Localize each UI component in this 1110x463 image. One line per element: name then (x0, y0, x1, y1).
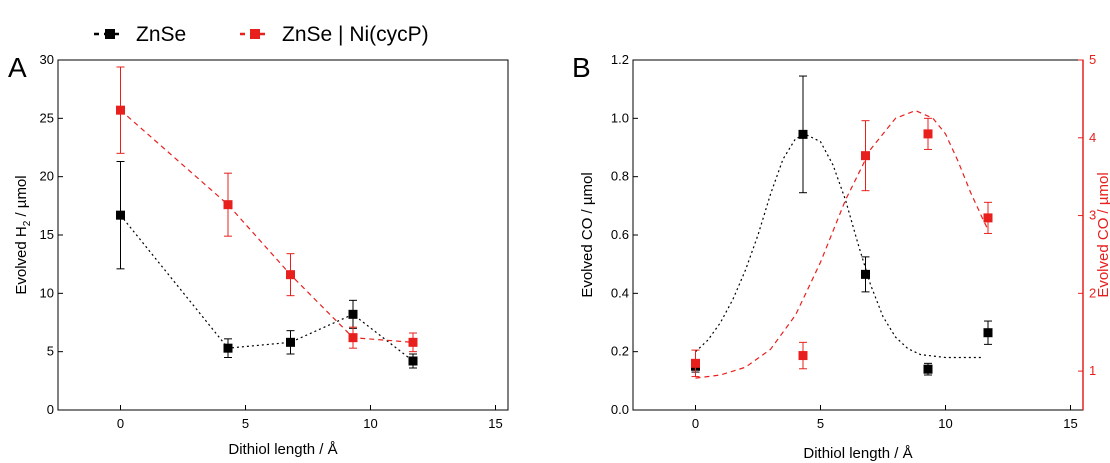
data-point-b0-2 (861, 269, 870, 279)
series-group-a (116, 66, 418, 369)
data-point-a0-1 (223, 343, 233, 353)
series-line-a1 (120, 109, 414, 343)
y-axis-label-right-b: Evolved CO / µmol (1095, 172, 1110, 297)
data-point-b1-0 (691, 358, 700, 368)
legend-marker-znse-ni (250, 29, 260, 39)
y-tick-label-right-b-1: 1 (1089, 363, 1096, 378)
y-tick-label-left-a-30: 30 (40, 52, 54, 67)
x-axis-b: 0 5 10 15 (692, 405, 1078, 431)
x-tick-label-b-5: 5 (817, 416, 824, 431)
series-a1 (116, 66, 418, 353)
y-tick-label-right-b-4: 4 (1089, 130, 1096, 145)
y-axis-a: 0 5 10 15 20 25 30 (40, 52, 63, 417)
panel-label-a: A (8, 52, 27, 83)
y-axis-label-a-main: Evolved H (13, 226, 30, 294)
x-tick-label-b-15: 15 (1063, 416, 1077, 431)
y-tick-label-left-a-15: 15 (40, 227, 54, 242)
legend-label-znse-ni: ZnSe | Ni(cycP) (282, 23, 429, 46)
chart-panel-a: A 0 5 10 15 0 5 10 15 20 25 30 Dithiol length / Å… (8, 52, 509, 458)
y-tick-label-left-a-0: 0 (47, 402, 54, 417)
plot-frame-a (57, 59, 509, 411)
plot-frame-b (632, 59, 1084, 411)
data-point-a1-3 (348, 333, 358, 343)
y-tick-label-left-b-0.8: 0.8 (611, 169, 629, 184)
legend-item-znse-ni: ZnSe | Ni(cycP) (240, 23, 429, 46)
y-tick-label-left-a-20: 20 (40, 169, 54, 184)
data-point-a0-0 (116, 210, 125, 220)
y-tick-label-left-b-0.4: 0.4 (611, 285, 629, 300)
y-tick-label-left-b-0.0: 0.0 (611, 402, 629, 417)
series-b1 (691, 109, 993, 379)
x-axis-label-a: Dithiol length / Å (228, 441, 337, 458)
series-line-a0 (120, 214, 414, 362)
data-point-b0-4 (983, 328, 993, 338)
y-axis-right-b: 1 2 3 4 5 (1078, 52, 1096, 378)
fit-curve-b0 (695, 133, 983, 359)
x-tick-label-b-0: 0 (692, 416, 699, 431)
series-a0 (116, 161, 418, 369)
x-tick-label-a-10: 10 (363, 416, 377, 431)
x-tick-label-a-15: 15 (488, 416, 502, 431)
series-b0 (691, 75, 993, 376)
y-axis-label-left-b: Evolved CO / µmol (579, 172, 596, 297)
y-axis-left-b: 0.0 0.2 0.4 0.6 0.8 1.0 1.2 (611, 52, 638, 417)
legend-label-znse: ZnSe (136, 23, 186, 46)
y-tick-label-left-b-1.0: 1.0 (611, 110, 629, 125)
data-point-b1-1 (798, 351, 808, 361)
data-point-a1-0 (116, 105, 125, 115)
chart-panel-b: B 0 5 10 15 0.0 0.2 0.4 0.6 0.8 1.0 1.2 1 2 3 4 5 Dit… (572, 52, 1110, 462)
data-point-b1-3 (923, 129, 933, 139)
x-axis-label-b: Dithiol length / Å (803, 445, 912, 462)
y-tick-label-right-b-3: 3 (1089, 208, 1096, 223)
y-axis-label-a-sub: 2 (22, 220, 33, 226)
data-point-a1-1 (223, 200, 233, 210)
data-point-a1-4 (408, 337, 418, 347)
data-point-b0-3 (923, 364, 933, 374)
y-tick-label-left-a-10: 10 (40, 285, 54, 300)
legend: ZnSe ZnSe | Ni(cycP) (94, 23, 429, 46)
x-tick-label-a-5: 5 (242, 416, 249, 431)
y-axis-label-a: Evolved H2 / µmol (13, 175, 33, 294)
y-tick-label-left-b-1.2: 1.2 (611, 52, 629, 67)
legend-item-znse: ZnSe (94, 23, 186, 46)
series-group-b (691, 75, 993, 379)
x-axis-a: 0 5 10 15 (117, 405, 503, 431)
x-tick-label-b-10: 10 (938, 416, 952, 431)
data-point-a0-2 (286, 337, 295, 347)
panel-label-b: B (572, 52, 591, 83)
data-point-a1-2 (286, 270, 295, 280)
x-tick-label-a-0: 0 (117, 416, 124, 431)
fit-curve-b1 (695, 109, 989, 379)
data-point-a0-4 (408, 356, 418, 366)
y-tick-label-left-a-5: 5 (47, 344, 54, 359)
y-tick-label-left-b-0.2: 0.2 (611, 344, 629, 359)
data-point-b1-4 (983, 213, 993, 223)
y-tick-label-right-b-5: 5 (1089, 52, 1096, 67)
legend-marker-znse (105, 29, 115, 39)
y-tick-label-right-b-2: 2 (1089, 285, 1096, 300)
y-axis-label-a-rest: / µmol (13, 175, 30, 220)
data-point-a0-3 (348, 309, 358, 319)
y-tick-label-left-a-25: 25 (40, 110, 54, 125)
data-point-b1-2 (861, 151, 870, 161)
y-tick-label-left-b-0.6: 0.6 (611, 227, 629, 242)
data-point-b0-1 (798, 129, 808, 139)
